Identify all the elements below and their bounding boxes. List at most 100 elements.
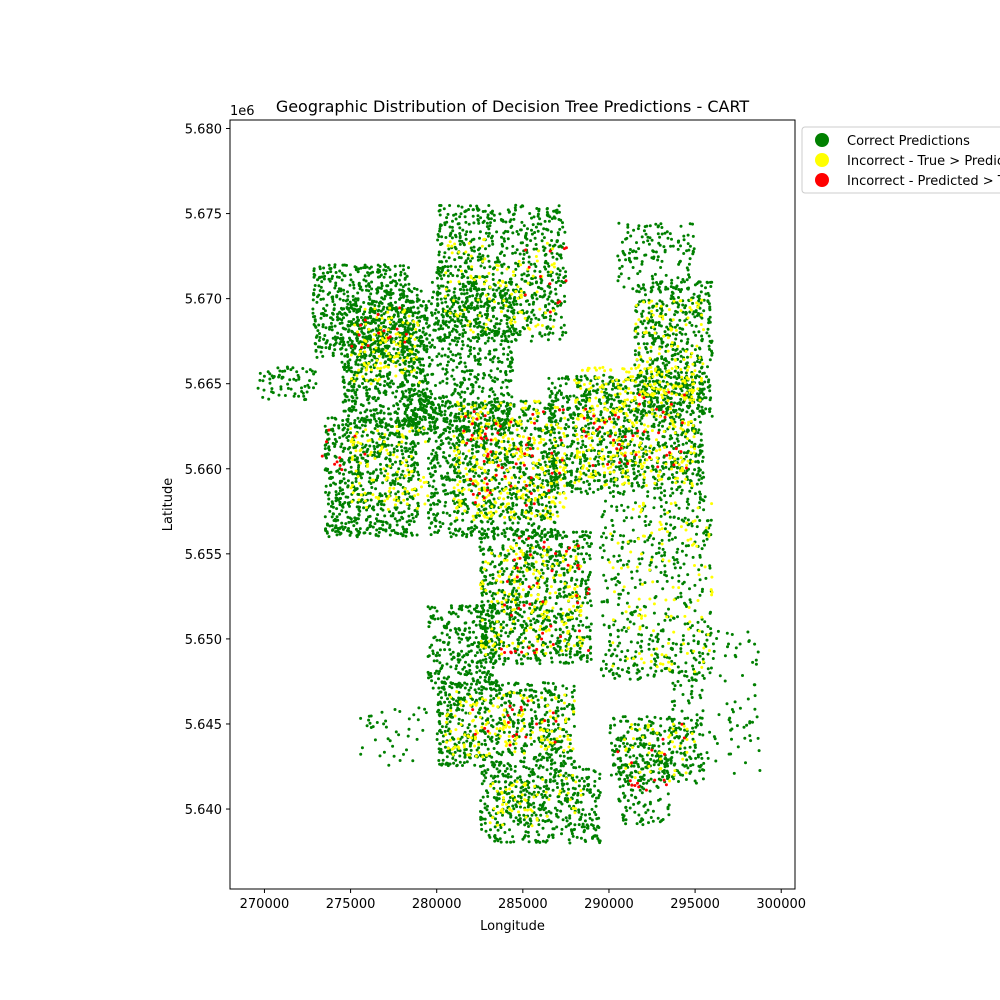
scatter-point: [487, 331, 491, 335]
scatter-point: [533, 426, 537, 430]
scatter-point: [503, 334, 507, 338]
scatter-point: [450, 423, 454, 427]
scatter-point: [312, 293, 316, 297]
scatter-point: [446, 406, 450, 410]
scatter-point: [330, 328, 334, 332]
scatter-point: [476, 214, 480, 218]
scatter-point: [542, 249, 546, 252]
scatter-point: [429, 495, 433, 499]
scatter-point: [351, 294, 355, 298]
scatter-point: [594, 389, 598, 393]
scatter-point: [340, 307, 344, 311]
scatter-point: [341, 491, 345, 495]
scatter-point: [574, 475, 578, 479]
scatter-point: [425, 344, 429, 348]
scatter-point: [323, 447, 327, 451]
scatter-point: [544, 267, 548, 271]
scatter-point: [469, 289, 473, 293]
scatter-point: [585, 457, 589, 461]
scatter-point: [331, 512, 335, 516]
scatter-point: [335, 440, 338, 444]
scatter-point: [425, 431, 429, 435]
scatter-point: [610, 403, 614, 407]
scatter-point: [624, 465, 628, 469]
scatter-point: [502, 422, 506, 426]
scatter-point: [376, 275, 380, 279]
scatter-point: [525, 467, 528, 471]
scatter-point: [388, 533, 392, 537]
scatter-point: [457, 412, 461, 416]
scatter-point: [491, 278, 495, 281]
scatter-point: [512, 441, 516, 445]
scatter-point: [451, 429, 455, 433]
scatter-point: [377, 304, 381, 308]
scatter-point: [399, 324, 402, 327]
scatter-point: [463, 331, 467, 334]
scatter-point: [355, 388, 359, 392]
scatter-point: [335, 507, 339, 511]
scatter-point: [324, 326, 328, 330]
scatter-point: [320, 280, 324, 284]
scatter-point: [465, 533, 469, 536]
scatter-point: [490, 400, 493, 404]
scatter-point: [343, 392, 347, 396]
scatter-point: [487, 204, 491, 207]
scatter-point: [330, 515, 334, 519]
scatter-point: [356, 416, 360, 420]
scatter-point: [401, 456, 405, 460]
scatter-point: [355, 425, 359, 429]
scatter-point: [377, 347, 381, 351]
scatter-point: [356, 492, 360, 496]
scatter-point: [553, 505, 557, 509]
scatter-point: [343, 354, 347, 358]
scatter-point: [351, 280, 355, 284]
scatter-point: [419, 289, 423, 293]
scatter-point: [397, 467, 401, 471]
scatter-point: [369, 378, 373, 382]
scatter-point: [334, 490, 338, 494]
scatter-point: [506, 309, 510, 313]
scatter-point: [445, 377, 449, 381]
scatter-point: [373, 522, 377, 526]
scatter-point: [321, 271, 325, 275]
scatter-point: [423, 391, 427, 395]
scatter-point: [416, 366, 420, 370]
scatter-point: [346, 330, 350, 334]
scatter-point: [440, 277, 444, 281]
scatter-point: [336, 312, 340, 316]
scatter-point: [363, 310, 367, 314]
scatter-point: [630, 482, 634, 485]
scatter-point: [370, 413, 373, 417]
scatter-point: [523, 327, 526, 331]
scatter-point: [607, 450, 611, 454]
scatter-point: [334, 482, 337, 486]
scatter-point: [396, 314, 400, 318]
scatter-point: [439, 439, 443, 443]
scatter-point: [500, 271, 504, 275]
scatter-point: [442, 207, 446, 211]
scatter-point: [553, 409, 557, 413]
scatter-point: [395, 449, 399, 453]
scatter-point: [357, 284, 361, 288]
scatter-point: [540, 451, 544, 455]
scatter-point: [435, 417, 439, 421]
scatter-point: [364, 385, 368, 389]
scatter-point: [318, 345, 322, 349]
scatter-point: [427, 516, 431, 520]
scatter-point: [363, 346, 366, 350]
scatter-point: [401, 534, 405, 538]
scatter-point: [510, 496, 513, 500]
scatter-point: [409, 310, 413, 314]
scatter-point: [656, 441, 660, 445]
scatter-point: [449, 446, 453, 450]
scatter-point: [595, 382, 599, 386]
scatter-point: [355, 457, 359, 461]
scatter-point: [386, 443, 390, 447]
scatter-point: [401, 452, 405, 456]
scatter-point: [481, 446, 485, 450]
scatter-point: [422, 315, 426, 319]
scatter-point: [520, 277, 524, 281]
scatter-point: [548, 291, 552, 295]
scatter-point: [338, 269, 342, 273]
scatter-point: [433, 464, 436, 468]
